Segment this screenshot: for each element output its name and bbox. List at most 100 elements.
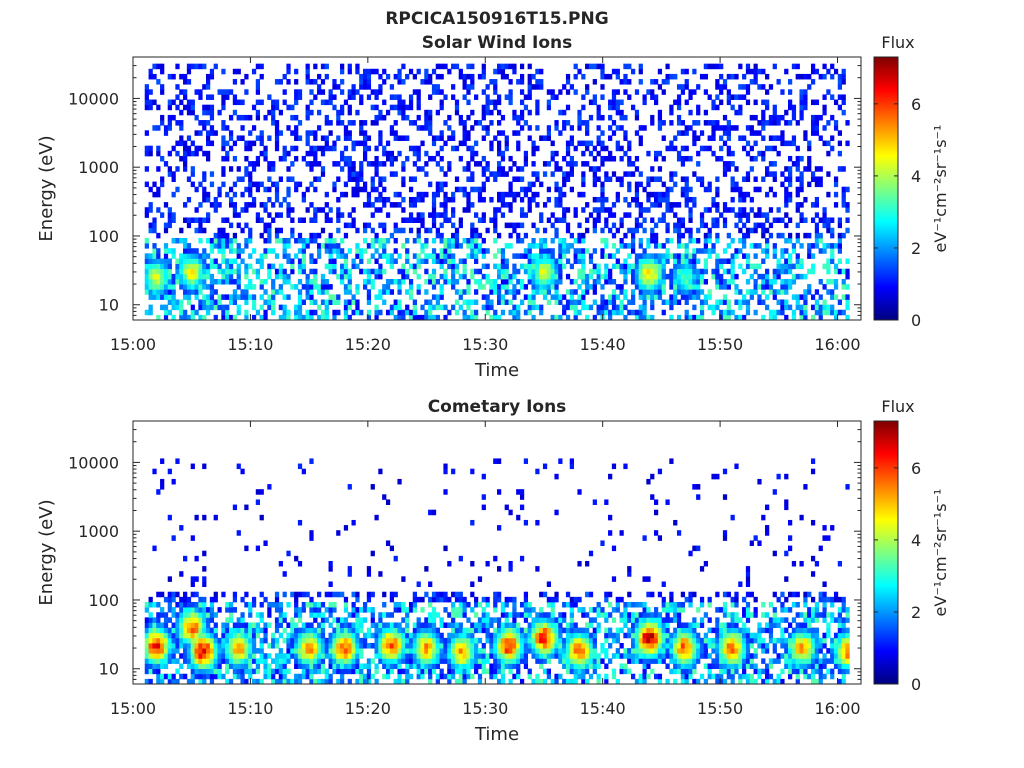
spectrogram-cell [202, 637, 207, 644]
spectrogram-cell [451, 468, 456, 475]
spectrogram-cell [167, 207, 172, 213]
spectrogram-cell [225, 309, 230, 316]
spectrogram-cell [600, 63, 605, 70]
spectrogram-cell [596, 212, 601, 218]
spectrogram-cell [531, 278, 536, 285]
spectrogram-cell [309, 314, 314, 321]
spectrogram-cell [477, 217, 483, 223]
spectrogram-cell [435, 109, 440, 116]
spectrogram-cell [294, 155, 299, 162]
spectrogram-cell [366, 222, 372, 229]
spectrogram-cell [826, 120, 831, 126]
spectrogram-cell [186, 109, 192, 116]
spectrogram-cell [186, 642, 192, 649]
spectrogram-cell [726, 94, 731, 100]
spectrogram-cell [282, 612, 287, 618]
spectrogram-cell [359, 627, 364, 634]
spectrogram-cell [631, 268, 636, 275]
spectrogram-cell [309, 99, 314, 106]
spectrogram-cell [274, 653, 280, 659]
spectrogram-cell [286, 314, 291, 321]
spectrogram-cell [420, 658, 425, 664]
spectrogram-cell [259, 304, 264, 311]
spectrogram-cell [451, 642, 456, 649]
spectrogram-cell [604, 155, 609, 162]
spectrogram-cell [722, 299, 728, 306]
spectrogram-cell [500, 268, 506, 275]
spectrogram-cell [336, 530, 341, 536]
spectrogram-cell [676, 314, 682, 321]
spectrogram-cell [719, 125, 724, 131]
spectrogram-cell [642, 248, 647, 254]
spectrogram-cell [822, 63, 827, 70]
spectrogram-cell [715, 217, 720, 223]
spectrogram-cell [194, 268, 199, 275]
spectrogram-cell [213, 663, 218, 670]
spectrogram-cell [814, 176, 820, 182]
spectrogram-cell [274, 120, 280, 126]
spectrogram-cell [604, 268, 609, 275]
spectrogram-cell [213, 648, 218, 654]
spectrogram-cell [558, 258, 563, 265]
spectrogram-cell [439, 181, 444, 188]
spectrogram-cell [428, 114, 433, 121]
spectrogram-cell [810, 130, 816, 136]
spectrogram-cell [726, 304, 731, 311]
spectrogram-cell [439, 232, 444, 239]
spectrogram-cell [585, 278, 590, 285]
spectrogram-cell [435, 227, 440, 234]
spectrogram-cell [286, 648, 291, 654]
spectrogram-cell [355, 622, 360, 629]
spectrogram-cell [274, 125, 280, 131]
spectrogram-cell [608, 125, 613, 131]
spectrogram-cell [531, 171, 536, 177]
spectrogram-cell [443, 653, 448, 659]
spectrogram-cell [703, 89, 708, 95]
spectrogram-cell [447, 678, 452, 685]
spectrogram-cell [657, 284, 663, 290]
spectrogram-cell [248, 627, 253, 634]
spectrogram-cell [332, 263, 337, 270]
spectrogram-cell [738, 289, 743, 295]
spectrogram-cell [451, 617, 456, 623]
spectrogram-cell [297, 181, 303, 188]
spectrogram-cell [703, 294, 708, 300]
spectrogram-cell [359, 653, 364, 659]
spectrogram-cell [144, 607, 149, 613]
spectrogram-cell [340, 673, 345, 680]
spectrogram-cell [669, 202, 674, 208]
spectrogram-cell [474, 309, 479, 316]
spectrogram-cell [431, 637, 437, 644]
spectrogram-cell [592, 314, 597, 321]
spectrogram-cell [424, 289, 429, 295]
spectrogram-cell [228, 89, 234, 95]
spectrogram-cell [810, 263, 816, 270]
spectrogram-cell [784, 212, 789, 218]
spectrogram-cell [470, 79, 475, 85]
spectrogram-cell [451, 232, 456, 239]
spectrogram-cell [163, 227, 169, 234]
spectrogram-cell [458, 114, 463, 121]
spectrogram-cell [761, 176, 766, 182]
spectrogram-cell [822, 94, 827, 100]
spectrogram-cell [278, 612, 283, 618]
spectrogram-cell [163, 278, 169, 285]
spectrogram-cell [286, 658, 291, 664]
spectrogram-cell [412, 637, 417, 644]
spectrogram-cell [347, 678, 352, 685]
spectrogram-cell [428, 637, 433, 644]
spectrogram-cell [343, 596, 349, 603]
spectrogram-cell [244, 140, 249, 147]
spectrogram-cell [183, 658, 188, 664]
spectrogram-cell [623, 263, 628, 270]
spectrogram-cell [615, 248, 620, 254]
spectrogram-cell [405, 627, 410, 634]
spectrogram-cell [669, 299, 674, 306]
spectrogram-cell [661, 263, 666, 270]
spectrogram-cell [378, 622, 383, 629]
spectrogram-cell [845, 273, 850, 280]
spectrogram-cell [504, 202, 509, 208]
spectrogram-cell [531, 284, 536, 290]
spectrogram-cell [535, 84, 540, 90]
spectrogram-cell [232, 202, 238, 208]
